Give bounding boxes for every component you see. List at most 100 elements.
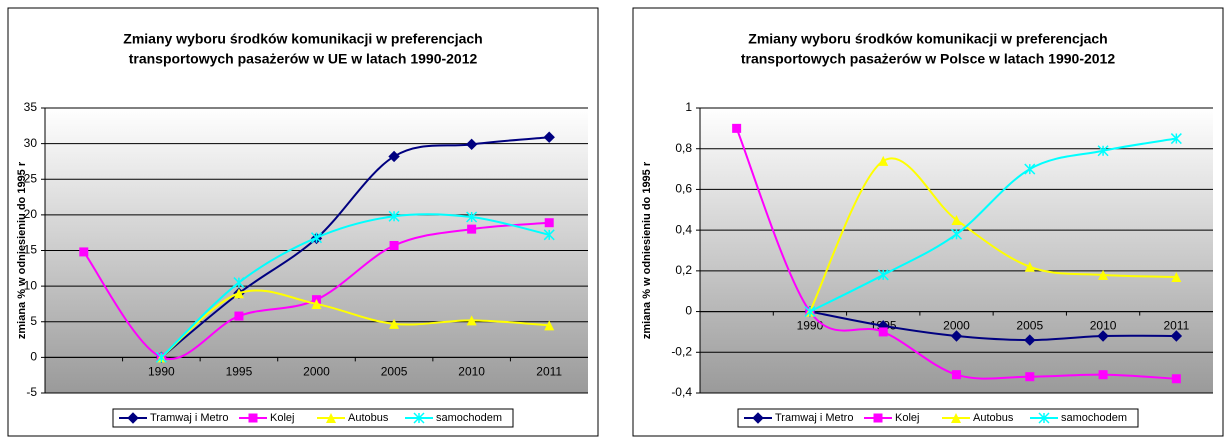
marker: [1038, 412, 1050, 424]
marker: [127, 412, 139, 424]
marker: [1098, 269, 1109, 280]
marker: [873, 413, 883, 423]
marker: [544, 320, 555, 331]
x-tick-label: 1990: [148, 365, 175, 379]
legend: [112, 408, 514, 428]
marker: [1097, 145, 1109, 157]
marker: [952, 370, 961, 380]
x-tick-label: 2010: [1090, 319, 1117, 333]
y-tick-label: 20: [24, 207, 38, 221]
legend-label: samochodem: [436, 412, 502, 424]
marker: [878, 327, 888, 337]
marker: [311, 298, 322, 309]
marker: [467, 224, 477, 234]
marker: [543, 229, 555, 241]
chart: Zmiany wyboru środków komunikacji w pref…: [632, 7, 1224, 437]
x-tick-label: 2000: [303, 365, 330, 379]
marker: [950, 330, 963, 342]
y-tick-label: 0,2: [675, 263, 692, 277]
series-line: [160, 289, 550, 359]
chart-title: Zmiany wyboru środków komunikacji w pref…: [748, 31, 1107, 47]
marker: [1170, 133, 1182, 145]
marker: [79, 247, 89, 257]
chart-title: transportowych pasażerów w UE w latach 1…: [129, 51, 478, 67]
marker: [1097, 330, 1109, 342]
y-tick-label: 35: [24, 100, 38, 114]
marker: [951, 413, 961, 423]
marker: [1024, 334, 1036, 346]
series-line: [160, 213, 550, 359]
x-tick-label: 2005: [1016, 319, 1043, 333]
marker: [234, 311, 244, 321]
marker: [389, 318, 400, 329]
marker: [544, 218, 554, 228]
marker: [248, 413, 258, 423]
y-tick-label: 0: [30, 350, 37, 364]
legend-label: Autobus: [973, 412, 1014, 424]
x-tick-label: 2005: [381, 365, 408, 379]
legend-label: Tramwaj i Metro: [775, 412, 853, 424]
legend-label: Tramwaj i Metro: [150, 412, 228, 424]
y-tick-label: -5: [26, 385, 37, 399]
marker: [804, 306, 816, 318]
marker: [388, 210, 400, 222]
marker: [413, 412, 425, 424]
x-tick-label: 2010: [458, 365, 485, 379]
y-tick-label: 30: [24, 136, 38, 150]
legend-label: samochodem: [1061, 412, 1127, 424]
marker: [466, 211, 478, 223]
marker: [1025, 372, 1035, 382]
x-tick-label: 2000: [943, 319, 970, 333]
x-tick-label: 1995: [226, 365, 253, 379]
y-axis-label: zmiana % w odniesieniu do 1995 r: [16, 161, 28, 339]
marker: [388, 150, 400, 163]
legend-label: Kolej: [270, 412, 294, 424]
x-tick-label: 2011: [536, 365, 562, 379]
chart-title: transportowych pasażerów w Polsce w lata…: [741, 51, 1115, 67]
x-tick-label: 1990: [797, 319, 824, 333]
marker: [1170, 330, 1183, 342]
series-line: [809, 310, 1177, 342]
marker: [1024, 261, 1035, 272]
y-tick-label: -0,4: [671, 385, 692, 399]
marker: [1171, 374, 1181, 384]
marker: [155, 351, 167, 363]
marker: [732, 123, 742, 133]
y-tick-label: 5: [30, 314, 37, 328]
marker: [1171, 271, 1182, 282]
legend-label: Kolej: [895, 412, 919, 424]
y-tick-label: 0,8: [675, 141, 692, 155]
marker: [233, 277, 245, 289]
y-tick-label: 0,6: [675, 182, 692, 196]
marker: [950, 228, 963, 240]
marker: [752, 412, 764, 424]
y-tick-label: 1: [685, 100, 692, 114]
legend-label: Autobus: [348, 412, 389, 424]
y-tick-label: -0,2: [671, 344, 692, 358]
y-tick-label: 10: [24, 278, 38, 292]
marker: [233, 288, 244, 299]
y-tick-label: 15: [24, 243, 38, 257]
marker: [543, 131, 555, 143]
marker: [877, 269, 889, 281]
legend: [737, 408, 1139, 428]
y-tick-label: 0,4: [675, 222, 692, 236]
chart-title: Zmiany wyboru środków komunikacji w pref…: [123, 31, 482, 47]
marker: [951, 214, 962, 225]
marker: [326, 413, 336, 423]
plot-area: [700, 108, 1213, 393]
x-tick-label: 2011: [1163, 319, 1189, 333]
marker: [465, 138, 478, 151]
marker: [878, 155, 889, 166]
marker: [1098, 370, 1108, 380]
y-axis-label: zmiana % w odniesieniu do 1995 r: [641, 161, 653, 339]
chart: Zmiany wyboru środków komunikacji w pref…: [7, 7, 599, 437]
y-tick-label: 0: [685, 304, 692, 318]
marker: [310, 232, 323, 244]
marker: [1024, 163, 1036, 175]
series-line: [809, 137, 1177, 313]
marker: [466, 315, 477, 326]
y-tick-label: 25: [24, 171, 38, 185]
marker: [389, 241, 399, 251]
